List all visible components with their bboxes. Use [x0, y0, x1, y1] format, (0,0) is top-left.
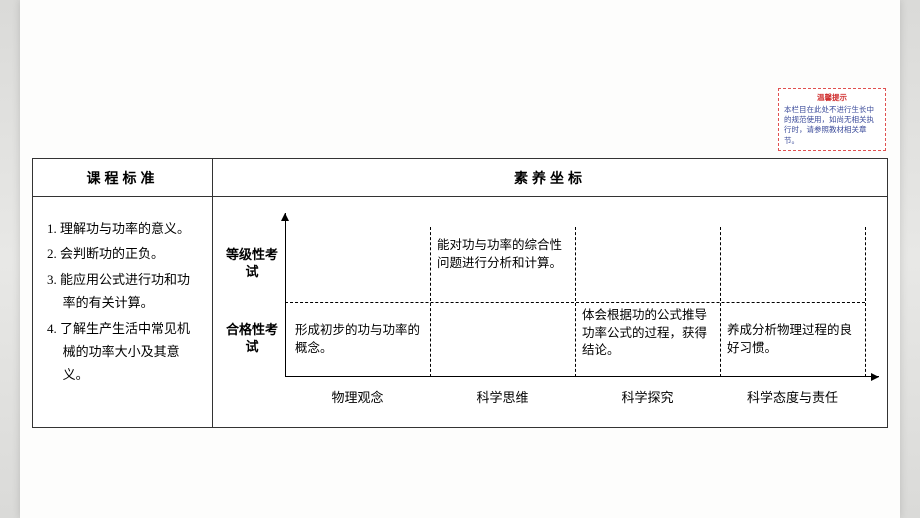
col-label-attitude: 科学态度与责任 — [720, 387, 865, 406]
warm-tip-callout: 温馨提示 本栏目在此处不进行生长中的规范使用，如尚无相关执行时，请参照教材相关章… — [778, 88, 886, 151]
right-column: 素养坐标 等级性考试 合格性考试 能对功与功率的综合性问题进行分析和计 — [213, 159, 887, 427]
left-header: 课程标准 — [33, 159, 212, 197]
x-axis — [285, 376, 879, 377]
grid-hline — [285, 302, 865, 303]
callout-body: 本栏目在此处不进行生长中的规范使用，如尚无相关执行时，请参照教材相关章节。 — [784, 105, 880, 146]
col-label-inquiry: 科学探究 — [575, 387, 720, 406]
y-axis-arrow-icon — [281, 213, 289, 221]
cell-advanced-thinking: 能对功与功率的综合性问题进行分析和计算。 — [435, 237, 565, 272]
col-label-concept: 物理观念 — [285, 387, 430, 406]
y-axis — [285, 213, 286, 377]
callout-title: 温馨提示 — [784, 93, 880, 103]
competency-chart: 等级性考试 合格性考试 能对功与功率的综合性问题进行分析和计算。 形成初步的功与… — [213, 197, 887, 427]
x-axis-arrow-icon — [871, 373, 879, 381]
row-label-advanced: 等级性考试 — [223, 247, 281, 281]
standard-item: 3. 能应用公式进行功和功率的有关计算。 — [47, 268, 202, 315]
chart-grid: 能对功与功率的综合性问题进行分析和计算。 形成初步的功与功率的概念。 体会根据功… — [285, 227, 865, 377]
grid-vline — [865, 227, 866, 377]
slide-page: 温馨提示 本栏目在此处不进行生长中的规范使用，如尚无相关执行时，请参照教材相关章… — [20, 0, 900, 518]
standards-list: 1. 理解功与功率的意义。 2. 会判断功的正负。 3. 能应用公式进行功和功率… — [33, 197, 212, 427]
right-header: 素养坐标 — [213, 159, 887, 197]
standard-item: 4. 了解生产生活中常见机械的功率大小及其意义。 — [47, 317, 202, 387]
cell-basic-concept: 形成初步的功与功率的概念。 — [293, 322, 423, 357]
col-label-thinking: 科学思维 — [430, 387, 575, 406]
standard-item: 2. 会判断功的正负。 — [47, 242, 202, 265]
cell-basic-inquiry: 体会根据功的公式推导功率公式的过程，获得结论。 — [580, 307, 715, 360]
standard-item: 1. 理解功与功率的意义。 — [47, 217, 202, 240]
cell-basic-attitude: 养成分析物理过程的良好习惯。 — [725, 322, 860, 357]
row-label-basic: 合格性考试 — [223, 322, 281, 356]
content-table: 课程标准 1. 理解功与功率的意义。 2. 会判断功的正负。 3. 能应用公式进… — [32, 158, 888, 428]
left-column: 课程标准 1. 理解功与功率的意义。 2. 会判断功的正负。 3. 能应用公式进… — [33, 159, 213, 427]
